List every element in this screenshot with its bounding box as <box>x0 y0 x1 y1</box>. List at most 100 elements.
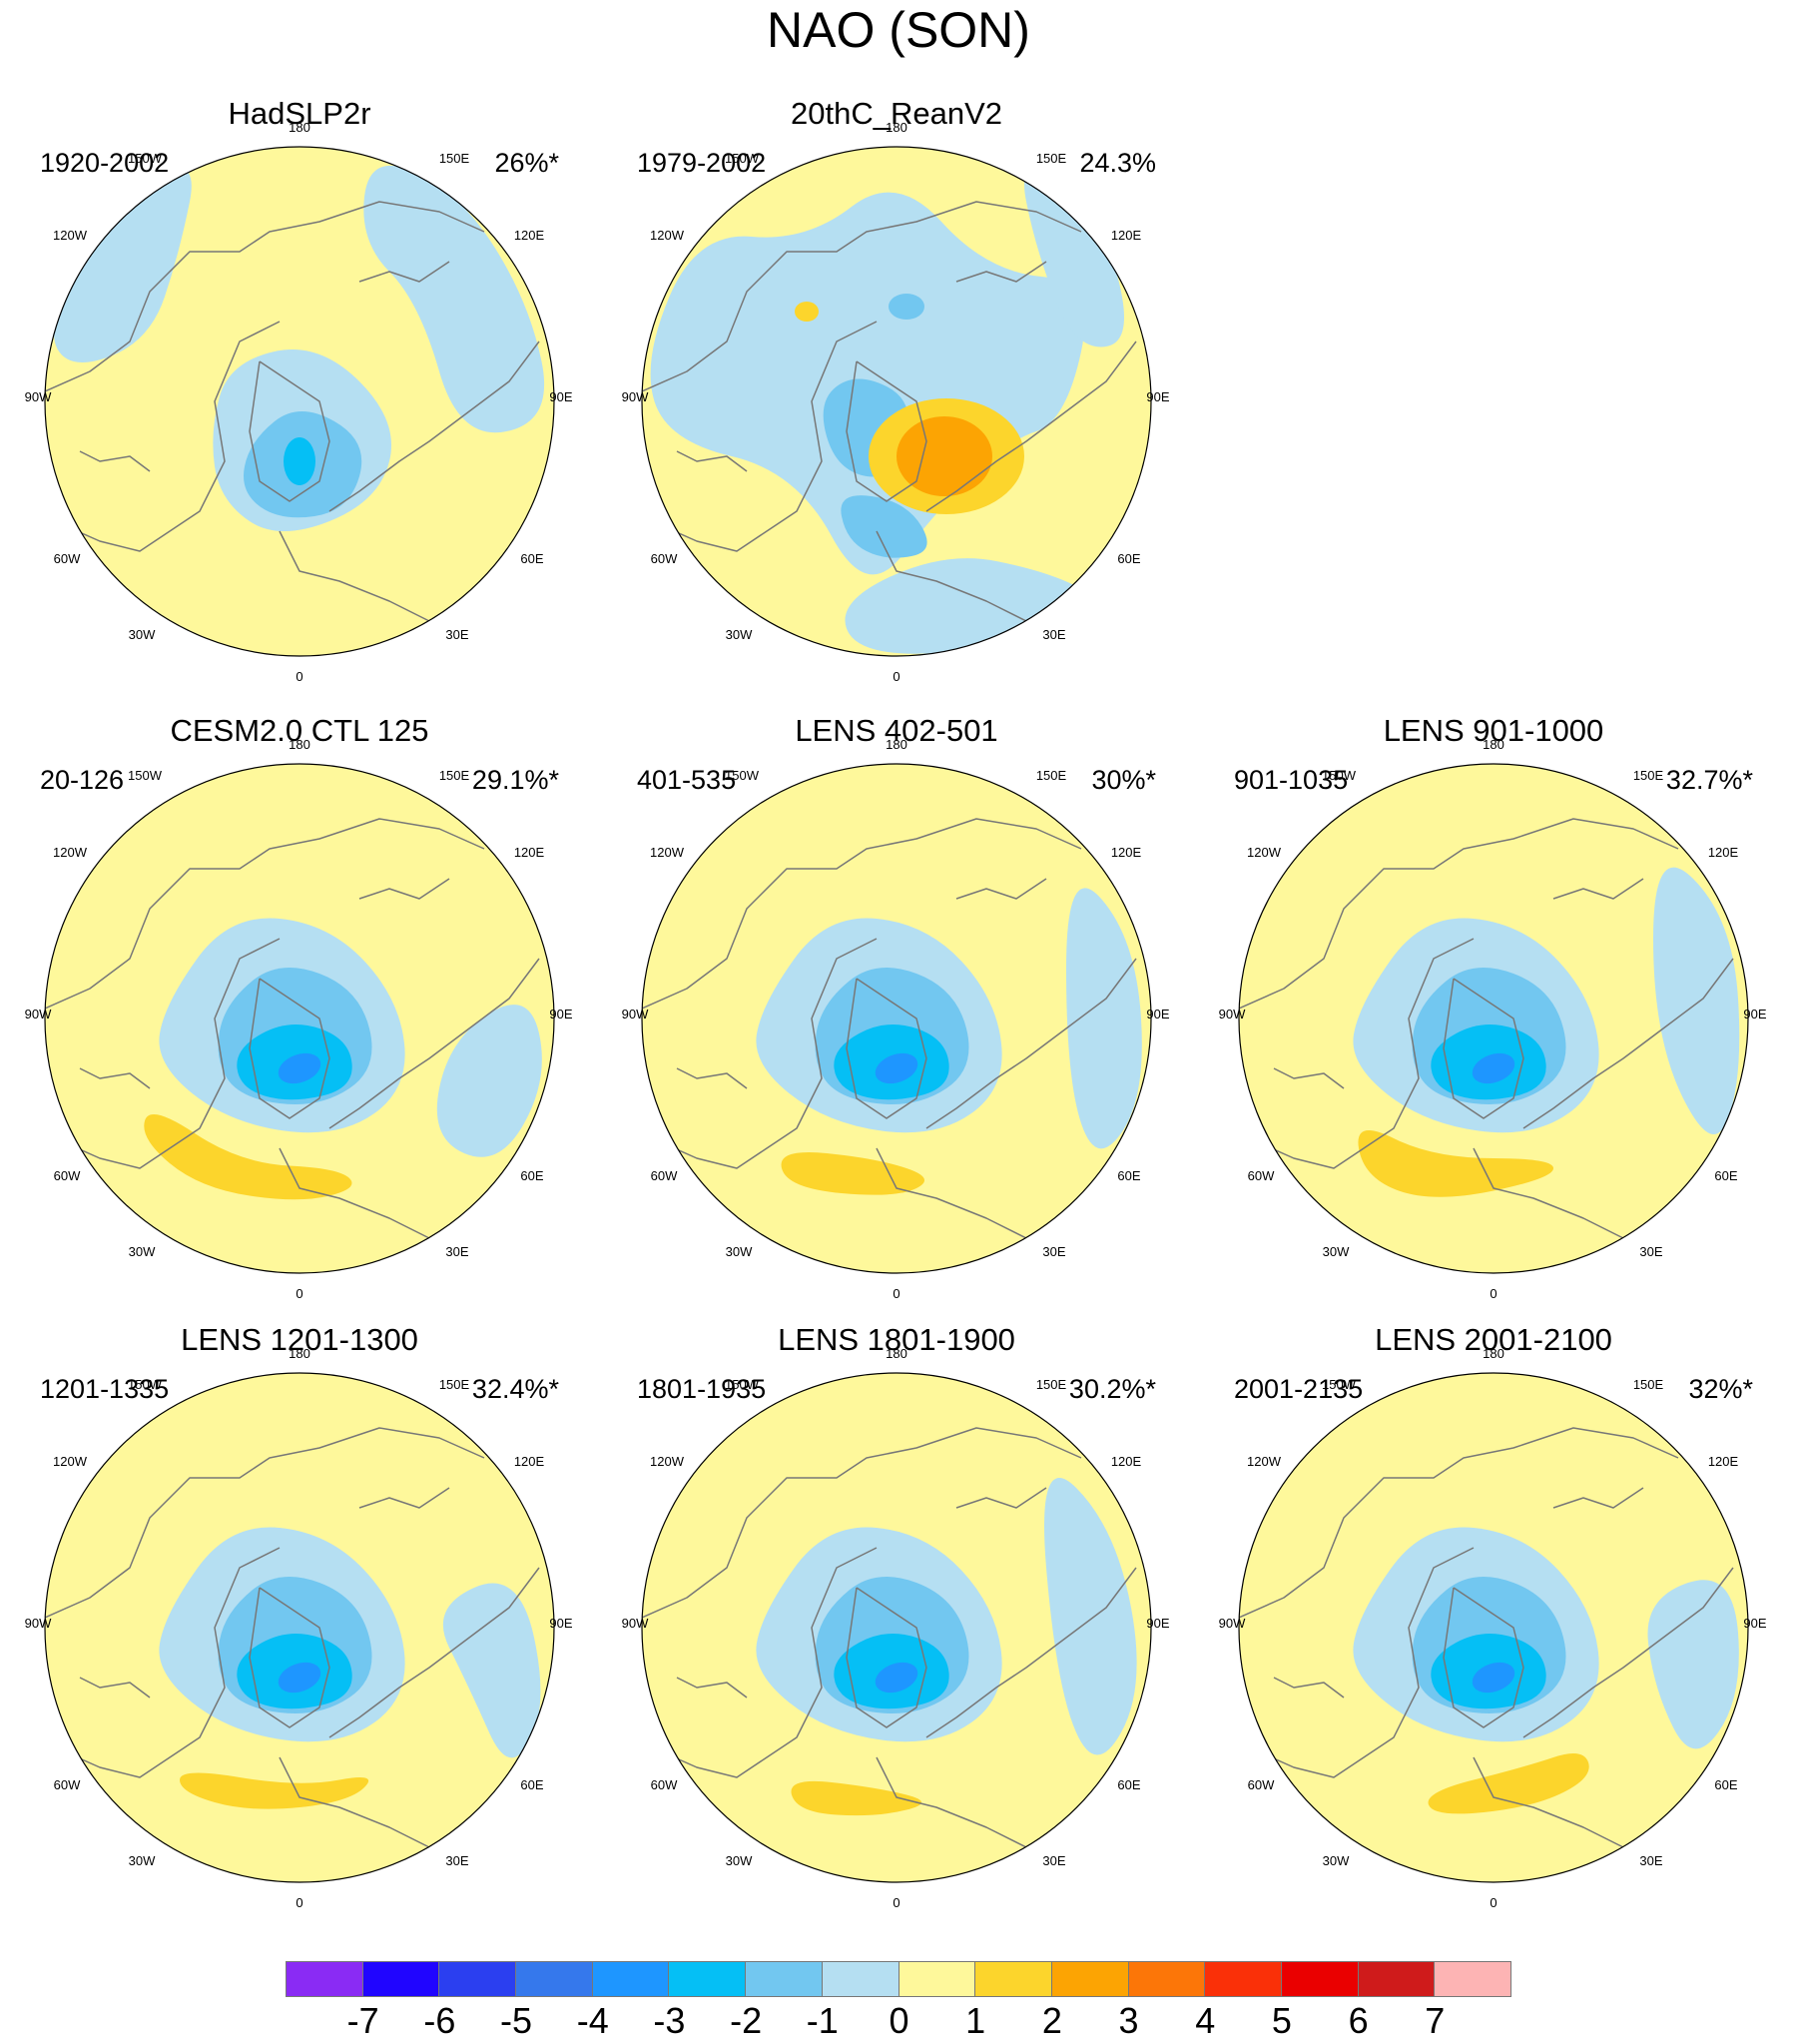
longitude-label: 60E <box>520 1777 543 1792</box>
longitude-label: 60W <box>1248 1168 1275 1183</box>
negative-anomaly-region <box>363 165 545 433</box>
panel-variance-percent: 32.7%* <box>1665 765 1753 795</box>
positive-anomaly-region <box>144 1114 352 1200</box>
colorbar-swatch <box>668 1961 747 1997</box>
map-boundary-circle <box>44 146 555 657</box>
polar-stereographic-map: 180 150E 120E 90E 60E 30E 0 30W 60W 90W 120W 150W <box>25 1346 573 1910</box>
negative-anomaly-core <box>1472 1662 1515 1694</box>
colorbar-tick-label: -3 <box>653 2000 686 2041</box>
longitude-label: 120W <box>650 845 685 860</box>
longitude-label: 150E <box>1036 1377 1067 1392</box>
panel-period: 1801-1935 <box>637 1374 767 1404</box>
longitude-label: 180 <box>886 737 907 752</box>
coastlines <box>1239 1427 1734 1873</box>
colorbar-swatch <box>974 1961 1052 1997</box>
negative-anomaly-core <box>284 437 315 485</box>
negative-anomaly-region <box>54 168 192 362</box>
polar-stereographic-map: 180 150E 120E 90E 60E 30E 0 30W 60W 90W 120W 150W <box>25 120 573 684</box>
anomaly-field <box>45 1373 554 1882</box>
longitude-label: 60E <box>520 551 543 566</box>
negative-anomaly-region <box>1066 888 1142 1149</box>
longitude-label: 150E <box>1633 768 1664 783</box>
longitude-label: 0 <box>1490 1895 1497 1910</box>
map-panel: CESM2.0 CTL 125 20-126 29.1%* 180 150E 120E 90… <box>20 712 579 1321</box>
colorbar <box>286 1961 1511 1997</box>
anomaly-field <box>642 1373 1151 1882</box>
longitude-label: 30E <box>445 1244 468 1259</box>
longitude-label: 120W <box>1247 845 1282 860</box>
longitude-label: 0 <box>893 669 899 684</box>
negative-anomaly-region <box>1044 1478 1137 1755</box>
longitude-label: 60W <box>651 1168 678 1183</box>
longitude-label: 30W <box>129 1244 156 1259</box>
panel-title: LENS 1801-1900 <box>778 1322 1015 1357</box>
polar-stereographic-map: 180 150E 120E 90E 60E 30E 0 30W 60W 90W 120W 150W <box>1219 1346 1767 1910</box>
colorbar-swatch <box>591 1961 670 1997</box>
longitude-label: 150E <box>1036 151 1067 166</box>
longitude-label: 90E <box>549 1616 572 1631</box>
colorbar-swatch <box>1050 1961 1129 1997</box>
panel-variance-percent: 30.2%* <box>1068 1374 1156 1404</box>
longitude-label: 150W <box>128 768 163 783</box>
longitude-label: 90E <box>1146 1616 1169 1631</box>
longitude-label: 180 <box>289 737 310 752</box>
longitude-label: 60W <box>54 1168 81 1183</box>
panel-title: LENS 2001-2100 <box>1375 1322 1612 1357</box>
colorbar-swatch <box>286 1961 363 1997</box>
map-boundary-circle <box>641 146 1152 657</box>
longitude-label: 150W <box>725 151 760 166</box>
positive-anomaly-region <box>1358 1130 1553 1197</box>
longitude-label: 120W <box>53 1454 88 1469</box>
longitude-label: 30E <box>1639 1853 1662 1868</box>
anomaly-field <box>642 147 1151 656</box>
panel-title: LENS 402-501 <box>795 713 998 748</box>
panel-period: 1201-1335 <box>40 1374 170 1404</box>
longitude-label: 120E <box>1111 1454 1142 1469</box>
panel-period: 2001-2135 <box>1234 1374 1364 1404</box>
negative-anomaly-region <box>889 294 924 320</box>
longitude-label: 90E <box>549 389 572 404</box>
colorbar-swatch <box>1280 1961 1359 1997</box>
negative-anomaly-core <box>875 1052 918 1084</box>
colorbar-tick-label: -5 <box>500 2000 533 2041</box>
longitude-label: 150E <box>439 151 470 166</box>
map-panel: LENS 901-1000 901-1035 32.7%* 180 150E 120E 90… <box>1214 712 1773 1321</box>
colorbar-tick-label: 0 <box>889 2000 909 2041</box>
longitude-label: 60W <box>651 551 678 566</box>
positive-anomaly-region <box>1428 1753 1589 1814</box>
longitude-label: 180 <box>1483 737 1504 752</box>
colorbar-swatch <box>898 1961 976 1997</box>
panel-variance-percent: 32.4%* <box>471 1374 559 1404</box>
longitude-label: 90W <box>1219 1007 1246 1022</box>
panel-period: 20-126 <box>40 765 125 795</box>
longitude-label: 120W <box>53 845 88 860</box>
longitude-label: 90E <box>1146 1007 1169 1022</box>
anomaly-field <box>45 764 554 1273</box>
longitude-label: 60E <box>1117 1777 1140 1792</box>
longitude-label: 60E <box>1714 1777 1737 1792</box>
longitude-label: 30E <box>1042 1244 1065 1259</box>
longitude-label: 60W <box>651 1777 678 1792</box>
longitude-label: 120E <box>1708 845 1739 860</box>
colorbar-swatch <box>1357 1961 1436 1997</box>
negative-anomaly-region <box>1653 867 1740 1134</box>
polar-stereographic-map: 180 150E 120E 90E 60E 30E 0 30W 60W 90W 120W 150W <box>622 737 1170 1301</box>
longitude-label: 30W <box>129 627 156 642</box>
polar-stereographic-map: 180 150E 120E 90E 60E 30E 0 30W 60W 90W 120W 150W <box>622 120 1170 684</box>
map-panel: LENS 1801-1900 1801-1935 30.2%* 180 150E 120E… <box>617 1321 1176 1930</box>
longitude-label: 90W <box>622 1007 649 1022</box>
longitude-label: 60E <box>1117 551 1140 566</box>
colorbar-tick-label: -4 <box>576 2000 609 2041</box>
longitude-label: 60E <box>1714 1168 1737 1183</box>
map-boundary-circle <box>44 1372 555 1883</box>
longitude-label: 30E <box>445 627 468 642</box>
longitude-label: 60E <box>520 1168 543 1183</box>
longitude-label: 30W <box>1323 1244 1350 1259</box>
longitude-label: 60W <box>54 1777 81 1792</box>
colorbar-tick-label: -2 <box>730 2000 763 2041</box>
coastlines <box>1239 818 1734 1264</box>
longitude-label: 150E <box>1036 768 1067 783</box>
panel-period: 401-535 <box>637 765 737 795</box>
longitude-label: 0 <box>893 1895 899 1910</box>
longitude-label: 90W <box>25 389 52 404</box>
